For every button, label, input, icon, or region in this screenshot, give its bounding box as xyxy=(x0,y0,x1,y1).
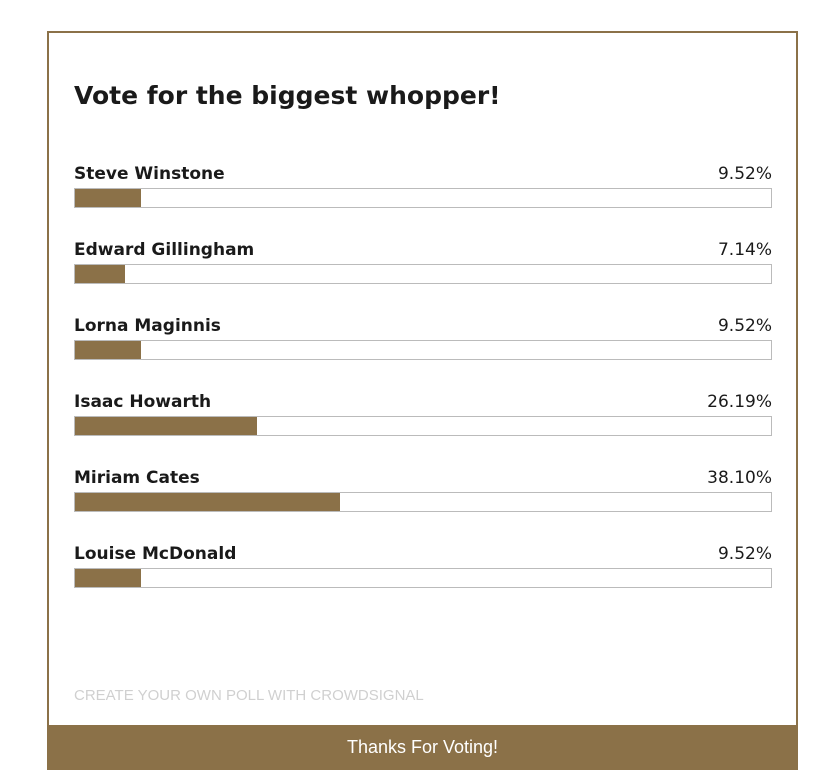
crowdsignal-link[interactable]: CREATE YOUR OWN POLL WITH CROWDSIGNAL xyxy=(74,687,424,704)
bar-track xyxy=(74,492,772,512)
option-percent: 7.14% xyxy=(717,240,772,260)
option-percent: 38.10% xyxy=(707,468,772,488)
option: Steve Winstone 9.52% xyxy=(74,164,772,224)
option: Miriam Cates 38.10% xyxy=(74,468,772,528)
poll-title: Vote for the biggest whopper! xyxy=(74,81,501,110)
option: Edward Gillingham 7.14% xyxy=(74,240,772,300)
bar-track xyxy=(74,340,772,360)
bar xyxy=(75,493,341,511)
option-name: Louise McDonald xyxy=(74,544,237,564)
bar-track xyxy=(74,264,772,284)
option-name: Miriam Cates xyxy=(74,468,200,488)
bar xyxy=(75,417,258,435)
option: Louise McDonald 9.52% xyxy=(74,544,772,604)
thanks-banner: Thanks For Voting! xyxy=(47,725,798,770)
bar-track xyxy=(74,568,772,588)
option-percent: 9.52% xyxy=(717,316,772,336)
bar xyxy=(75,265,125,283)
option: Isaac Howarth 26.19% xyxy=(74,392,772,452)
bar-track xyxy=(74,416,772,436)
bar xyxy=(75,189,142,207)
option-name: Isaac Howarth xyxy=(74,392,212,412)
bar-track xyxy=(74,188,772,208)
bar xyxy=(75,569,142,587)
option-name: Edward Gillingham xyxy=(74,240,255,260)
option-percent: 9.52% xyxy=(717,164,772,184)
option-percent: 9.52% xyxy=(717,544,772,564)
option: Lorna Maginnis 9.52% xyxy=(74,316,772,376)
option-name: Steve Winstone xyxy=(74,164,225,184)
option-name: Lorna Maginnis xyxy=(74,316,221,336)
option-percent: 26.19% xyxy=(707,392,772,412)
bar xyxy=(75,341,142,359)
poll-widget: Vote for the biggest whopper! Steve Wins… xyxy=(47,31,798,770)
